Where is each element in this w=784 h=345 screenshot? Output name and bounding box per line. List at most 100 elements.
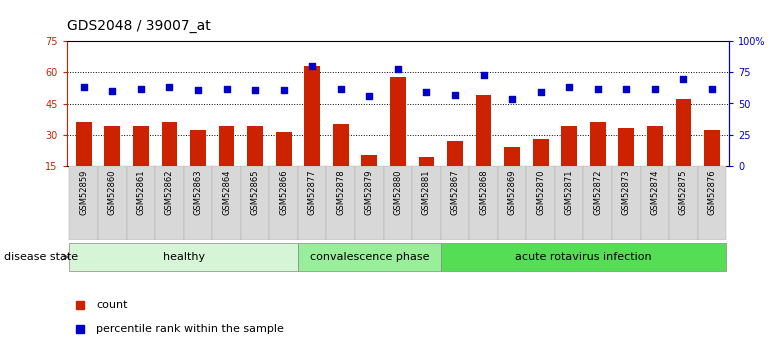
FancyBboxPatch shape xyxy=(583,166,612,240)
FancyBboxPatch shape xyxy=(641,166,670,240)
Point xyxy=(363,93,376,99)
Bar xyxy=(276,132,292,166)
Text: GSM52864: GSM52864 xyxy=(222,169,231,215)
Point xyxy=(563,85,575,90)
Point xyxy=(163,85,176,90)
FancyBboxPatch shape xyxy=(98,166,126,240)
Text: GSM52874: GSM52874 xyxy=(651,169,659,215)
Point xyxy=(249,87,261,92)
Text: GSM52878: GSM52878 xyxy=(336,169,345,215)
Point xyxy=(391,66,405,71)
Bar xyxy=(447,141,463,166)
Text: GSM52861: GSM52861 xyxy=(136,169,145,215)
Point xyxy=(535,90,547,95)
Text: convalescence phase: convalescence phase xyxy=(310,252,429,262)
Bar xyxy=(619,128,634,166)
FancyBboxPatch shape xyxy=(270,166,298,240)
Text: GSM52862: GSM52862 xyxy=(165,169,174,215)
Point xyxy=(135,86,147,91)
Point xyxy=(220,86,233,91)
FancyBboxPatch shape xyxy=(70,166,98,240)
Point xyxy=(648,86,661,91)
Text: GSM52875: GSM52875 xyxy=(679,169,688,215)
Bar xyxy=(247,126,263,166)
Bar xyxy=(361,155,377,166)
Text: GSM52867: GSM52867 xyxy=(451,169,459,215)
Point xyxy=(620,86,633,91)
Bar xyxy=(704,130,720,166)
Point xyxy=(335,86,347,91)
FancyBboxPatch shape xyxy=(698,166,726,240)
Bar xyxy=(104,126,120,166)
FancyBboxPatch shape xyxy=(126,166,155,240)
Text: GSM52876: GSM52876 xyxy=(707,169,717,215)
FancyBboxPatch shape xyxy=(526,166,555,240)
Text: healthy: healthy xyxy=(162,252,205,262)
Point xyxy=(192,87,205,92)
Text: GSM52880: GSM52880 xyxy=(394,169,402,215)
Text: GSM52868: GSM52868 xyxy=(479,169,488,215)
Point xyxy=(106,88,118,94)
FancyBboxPatch shape xyxy=(383,166,412,240)
Point xyxy=(477,72,490,78)
FancyBboxPatch shape xyxy=(441,166,470,240)
Text: GSM52859: GSM52859 xyxy=(79,169,89,215)
Point xyxy=(278,87,290,92)
Text: GSM52873: GSM52873 xyxy=(622,169,631,215)
Bar xyxy=(676,99,691,166)
Bar xyxy=(504,147,520,166)
Bar xyxy=(304,66,320,166)
FancyBboxPatch shape xyxy=(612,166,641,240)
FancyBboxPatch shape xyxy=(470,166,498,240)
FancyBboxPatch shape xyxy=(298,243,441,271)
Point xyxy=(306,63,318,69)
Text: GSM52879: GSM52879 xyxy=(365,169,374,215)
FancyBboxPatch shape xyxy=(670,166,698,240)
FancyBboxPatch shape xyxy=(326,166,355,240)
Text: count: count xyxy=(96,300,128,309)
Point xyxy=(506,96,518,101)
Bar xyxy=(191,130,206,166)
Text: GSM52870: GSM52870 xyxy=(536,169,545,215)
Text: GSM52860: GSM52860 xyxy=(108,169,117,215)
Point xyxy=(420,90,433,95)
Text: GSM52877: GSM52877 xyxy=(307,169,317,215)
FancyBboxPatch shape xyxy=(498,166,526,240)
Bar xyxy=(533,139,549,166)
Text: percentile rank within the sample: percentile rank within the sample xyxy=(96,325,285,334)
Text: GSM52866: GSM52866 xyxy=(279,169,289,215)
FancyBboxPatch shape xyxy=(298,166,326,240)
Bar xyxy=(590,122,605,166)
Bar xyxy=(390,77,406,166)
Point xyxy=(78,85,90,90)
FancyBboxPatch shape xyxy=(355,166,383,240)
Bar xyxy=(133,126,149,166)
Text: GSM52872: GSM52872 xyxy=(593,169,602,215)
FancyBboxPatch shape xyxy=(155,166,183,240)
Point xyxy=(677,76,690,81)
Text: GSM52863: GSM52863 xyxy=(194,169,202,215)
FancyBboxPatch shape xyxy=(183,166,212,240)
Bar xyxy=(561,126,577,166)
Text: acute rotavirus infection: acute rotavirus infection xyxy=(515,252,652,262)
Bar xyxy=(476,95,492,166)
Text: GSM52865: GSM52865 xyxy=(251,169,260,215)
FancyBboxPatch shape xyxy=(212,166,241,240)
Bar xyxy=(419,157,434,166)
FancyBboxPatch shape xyxy=(241,166,270,240)
Text: GSM52869: GSM52869 xyxy=(507,169,517,215)
Bar xyxy=(162,122,177,166)
Text: GSM52881: GSM52881 xyxy=(422,169,431,215)
Point xyxy=(591,86,604,91)
FancyBboxPatch shape xyxy=(412,166,441,240)
Text: GSM52871: GSM52871 xyxy=(564,169,574,215)
FancyBboxPatch shape xyxy=(70,243,298,271)
Bar xyxy=(76,122,92,166)
Bar xyxy=(647,126,662,166)
FancyBboxPatch shape xyxy=(441,243,726,271)
Bar xyxy=(219,126,234,166)
Text: GDS2048 / 39007_at: GDS2048 / 39007_at xyxy=(67,19,210,33)
Text: disease state: disease state xyxy=(4,252,78,262)
FancyBboxPatch shape xyxy=(555,166,583,240)
Point xyxy=(706,86,718,91)
